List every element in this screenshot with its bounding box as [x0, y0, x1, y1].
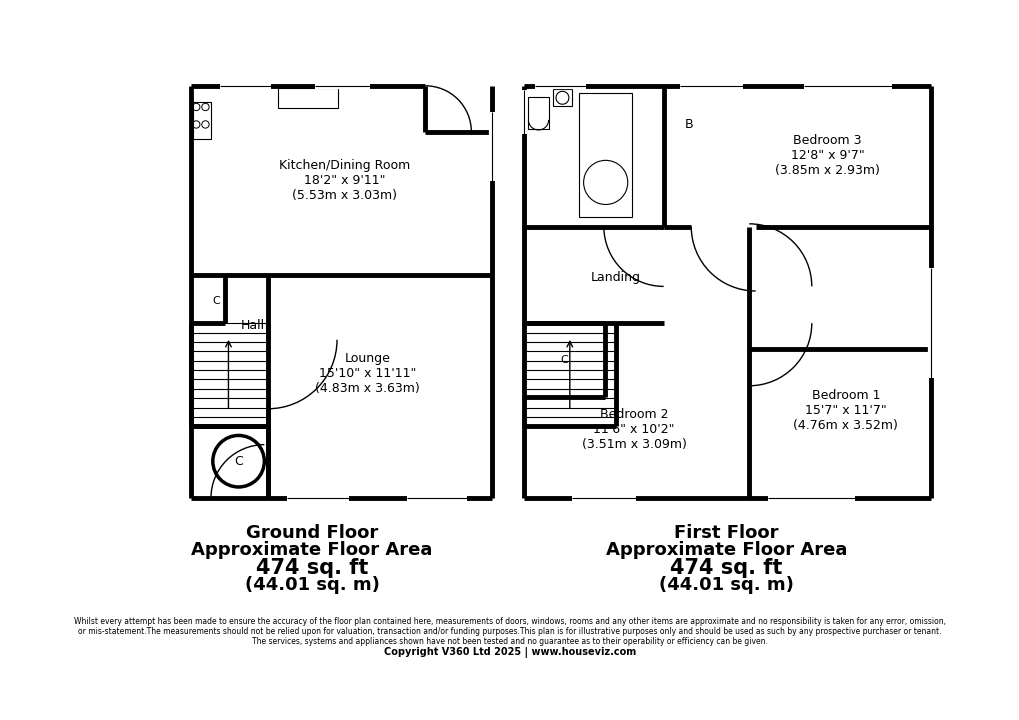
- Text: Lounge
15'10" x 11'11"
(4.83m x 3.63m): Lounge 15'10" x 11'11" (4.83m x 3.63m): [315, 352, 420, 395]
- Bar: [278, 88, 337, 108]
- Text: 474 sq. ft: 474 sq. ft: [669, 558, 782, 578]
- Text: C: C: [212, 296, 220, 306]
- Text: The services, systems and appliances shown have not been tested and no guarantee: The services, systems and appliances sho…: [252, 637, 767, 646]
- Text: Bedroom 3
12'8" x 9'7"
(3.85m x 2.93m): Bedroom 3 12'8" x 9'7" (3.85m x 2.93m): [774, 134, 879, 177]
- Text: (44.01 sq. m): (44.01 sq. m): [245, 575, 379, 593]
- Text: First Floor: First Floor: [674, 524, 777, 542]
- Bar: [579, 93, 632, 217]
- Text: B: B: [685, 118, 693, 131]
- Text: Kitchen/Dining Room
18'2" x 9'11"
(5.53m x 3.03m): Kitchen/Dining Room 18'2" x 9'11" (5.53m…: [278, 159, 410, 202]
- Text: C: C: [559, 355, 568, 365]
- Text: Bedroom 1
15'7" x 11'7"
(4.76m x 3.52m): Bedroom 1 15'7" x 11'7" (4.76m x 3.52m): [793, 389, 898, 432]
- Bar: [528, 97, 548, 129]
- Text: Copyright V360 Ltd 2025 | www.houseviz.com: Copyright V360 Ltd 2025 | www.houseviz.c…: [383, 647, 636, 658]
- Text: Whilst every attempt has been made to ensure the accuracy of the floor plan cont: Whilst every attempt has been made to en…: [74, 617, 945, 626]
- Text: Ground Floor: Ground Floor: [246, 524, 378, 542]
- Text: or mis-statement.The measurements should not be relied upon for valuation, trans: or mis-statement.The measurements should…: [78, 627, 941, 636]
- Text: C: C: [234, 455, 243, 468]
- Text: Hall: Hall: [242, 320, 265, 333]
- Text: Bedroom 2
11'6" x 10'2"
(3.51m x 3.09m): Bedroom 2 11'6" x 10'2" (3.51m x 3.09m): [581, 408, 686, 451]
- Bar: [193, 102, 211, 139]
- Text: Approximate Floor Area: Approximate Floor Area: [605, 541, 846, 559]
- Bar: [552, 89, 571, 106]
- Text: (44.01 sq. m): (44.01 sq. m): [658, 575, 793, 593]
- Text: Landing: Landing: [590, 271, 640, 284]
- Text: Approximate Floor Area: Approximate Floor Area: [192, 541, 432, 559]
- Text: 474 sq. ft: 474 sq. ft: [256, 558, 368, 578]
- Circle shape: [213, 436, 264, 487]
